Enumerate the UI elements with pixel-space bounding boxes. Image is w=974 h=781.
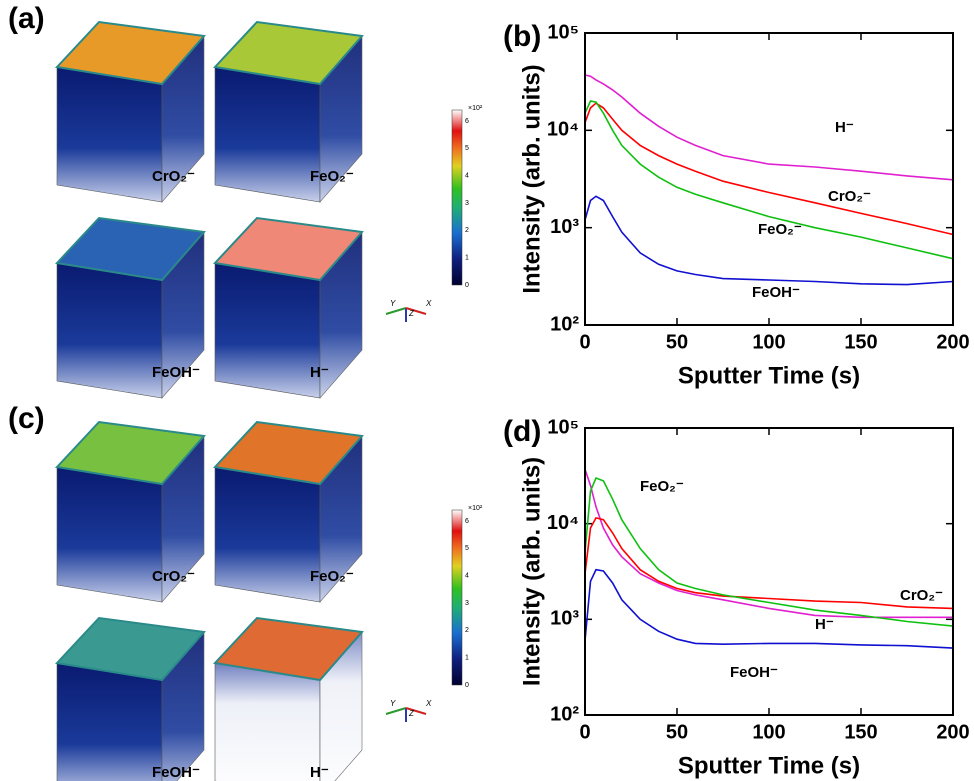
series-label: FeO₂⁻	[758, 221, 802, 238]
panel-label: (d)	[503, 415, 541, 448]
y-tick-label: 10²	[550, 703, 579, 725]
colorbar-tick: 4	[465, 172, 469, 179]
series-line	[585, 103, 953, 234]
axis-name: X	[425, 299, 432, 308]
colorbar-tick: 4	[465, 572, 469, 579]
x-tick-label: 150	[844, 331, 877, 353]
cube-label: FeOH⁻	[152, 364, 200, 381]
series-label: CrO₂⁻	[828, 188, 871, 205]
series-label: H⁻	[815, 616, 834, 633]
colorbar-tick: 1	[465, 655, 469, 662]
cube-label: FeO₂⁻	[310, 168, 354, 185]
colorbar-tick: 5	[465, 545, 469, 552]
y-tick-label: 10²	[550, 313, 579, 335]
panel-label: (b)	[503, 20, 541, 53]
cube-label: CrO₂⁻	[152, 168, 195, 185]
figure: (a)CrO₂⁻FeO₂⁻FeOH⁻H⁻0123456×10²YZX(c)CrO…	[0, 0, 974, 781]
cube-face	[57, 663, 162, 781]
x-tick-label: 200	[936, 331, 969, 353]
colorbar-tick: 0	[465, 282, 469, 289]
colorbar-tick: 1	[465, 255, 469, 262]
cube-label: FeOH⁻	[152, 764, 200, 781]
colorbar-tick: 3	[465, 200, 469, 207]
x-tick-label: 50	[666, 721, 688, 743]
colorbar-tick: 6	[465, 118, 469, 125]
x-tick-label: 50	[666, 331, 688, 353]
colorbar-tick: 2	[465, 627, 469, 634]
series-label: FeO₂⁻	[640, 478, 684, 495]
y-tick-label: 10³	[550, 608, 579, 630]
cube-face	[57, 67, 162, 202]
cube-label: H⁻	[310, 364, 329, 381]
colorbar-tick: 5	[465, 145, 469, 152]
x-tick-label: 200	[936, 721, 969, 743]
y-axis-title: Intensity (arb. units)	[518, 64, 545, 293]
series-label: FeOH⁻	[730, 664, 778, 681]
series-label: FeOH⁻	[752, 284, 800, 301]
cube-label: CrO₂⁻	[152, 568, 195, 585]
x-tick-label: 100	[752, 331, 785, 353]
cube-face	[215, 263, 320, 398]
x-tick-label: 100	[752, 721, 785, 743]
y-tick-label: 10⁵	[547, 21, 579, 43]
axis-name: Y	[390, 699, 396, 708]
x-tick-label: 150	[844, 721, 877, 743]
colorbar-scale: ×10²	[468, 105, 483, 112]
axis-arrow	[386, 308, 406, 314]
x-axis-title: Sputter Time (s)	[678, 362, 860, 389]
colorbar-scale: ×10²	[468, 505, 483, 512]
panel-label: (a)	[8, 2, 45, 35]
series-line	[585, 478, 953, 626]
x-tick-label: 0	[579, 721, 590, 743]
x-tick-label: 0	[579, 331, 590, 353]
panel-label: (c)	[8, 402, 45, 435]
axis-name: Y	[390, 299, 396, 308]
colorbar	[452, 110, 462, 285]
y-axis-title: Intensity (arb. units)	[518, 457, 545, 686]
colorbar-tick: 6	[465, 518, 469, 525]
y-tick-label: 10⁵	[547, 416, 579, 438]
colorbar	[452, 510, 462, 685]
series-label: H⁻	[835, 119, 854, 136]
axis-arrow	[386, 708, 406, 714]
x-axis-title: Sputter Time (s)	[678, 752, 860, 779]
series-label: CrO₂⁻	[900, 587, 943, 604]
cube-face	[57, 467, 162, 602]
axis-name: X	[425, 699, 432, 708]
y-tick-label: 10⁴	[547, 512, 579, 534]
cube-face	[215, 467, 320, 602]
colorbar-tick: 2	[465, 227, 469, 234]
cube-face	[215, 67, 320, 202]
colorbar-tick: 3	[465, 600, 469, 607]
cube-face	[215, 663, 320, 781]
y-tick-label: 10⁴	[547, 119, 579, 141]
plot-frame	[585, 33, 953, 325]
y-tick-label: 10³	[550, 216, 579, 238]
series-line	[585, 518, 953, 609]
series-line	[585, 196, 953, 284]
cube-label: H⁻	[310, 764, 329, 781]
cube-label: FeO₂⁻	[310, 568, 354, 585]
cube-face	[57, 263, 162, 398]
colorbar-tick: 0	[465, 682, 469, 689]
